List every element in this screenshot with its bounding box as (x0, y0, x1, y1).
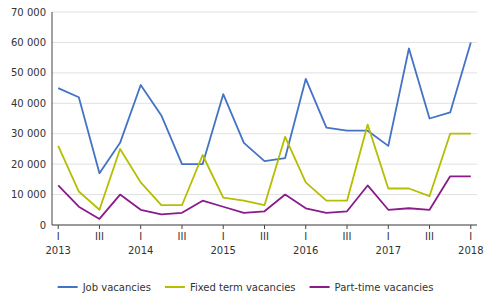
year-label: 2017 (376, 245, 401, 256)
x-tick-label: I (304, 231, 307, 242)
x-tick-label: I (387, 231, 390, 242)
y-tick-label: 70 000 (11, 7, 46, 18)
series-line (58, 176, 471, 219)
legend: Job vacancies Fixed term vacancies Part-ti… (58, 282, 434, 293)
legend-label: Fixed term vacancies (190, 282, 296, 293)
chart: 0 10 000 20 000 30 000 40 000 50 000 60 000 70 … (0, 0, 491, 303)
legend-label: Part-time vacancies (335, 282, 434, 293)
x-tick (388, 225, 389, 229)
grid-line (52, 194, 477, 195)
series-line (58, 42, 471, 173)
grid-line (52, 12, 477, 13)
grid-line (52, 103, 477, 104)
x-tick (347, 225, 348, 229)
x-tick (429, 225, 430, 229)
year-label: 2016 (293, 245, 318, 256)
x-tick (470, 225, 471, 229)
grid-line (52, 42, 477, 43)
x-tick-label: I (222, 231, 225, 242)
x-tick-label: III (178, 231, 187, 242)
y-tick-label: 20 000 (11, 159, 46, 170)
x-tick-label: I (469, 231, 472, 242)
y-tick-label: 60 000 (11, 37, 46, 48)
year-label: 2014 (128, 245, 153, 256)
grid-line (52, 133, 477, 134)
x-tick-label: III (260, 231, 269, 242)
y-tick-label: 0 (40, 220, 46, 231)
grid-line (52, 72, 477, 73)
year-label: 2015 (211, 245, 236, 256)
y-tick-label: 40 000 (11, 98, 46, 109)
legend-swatch (58, 286, 78, 288)
x-tick-label: I (139, 231, 142, 242)
plot-area (58, 42, 471, 218)
legend-swatch (310, 286, 330, 288)
y-tick-label: 10 000 (11, 189, 46, 200)
x-tick-label: I (57, 231, 60, 242)
x-tick (264, 225, 265, 229)
x-tick-label: III (425, 231, 434, 242)
y-tick-label: 50 000 (11, 67, 46, 78)
year-label: 2013 (45, 245, 70, 256)
x-tick (223, 225, 224, 229)
y-tick-label: 30 000 (11, 128, 46, 139)
x-tick (99, 225, 100, 229)
x-tick (305, 225, 306, 229)
legend-label: Job vacancies (82, 282, 151, 293)
x-tick (140, 225, 141, 229)
x-tick (181, 225, 182, 229)
series-line (58, 125, 471, 210)
x-tick-label: III (343, 231, 352, 242)
y-axis (52, 12, 53, 225)
year-label: 2018 (458, 245, 483, 256)
x-tick (58, 225, 59, 229)
x-tick-label: III (95, 231, 104, 242)
legend-swatch (165, 286, 185, 288)
